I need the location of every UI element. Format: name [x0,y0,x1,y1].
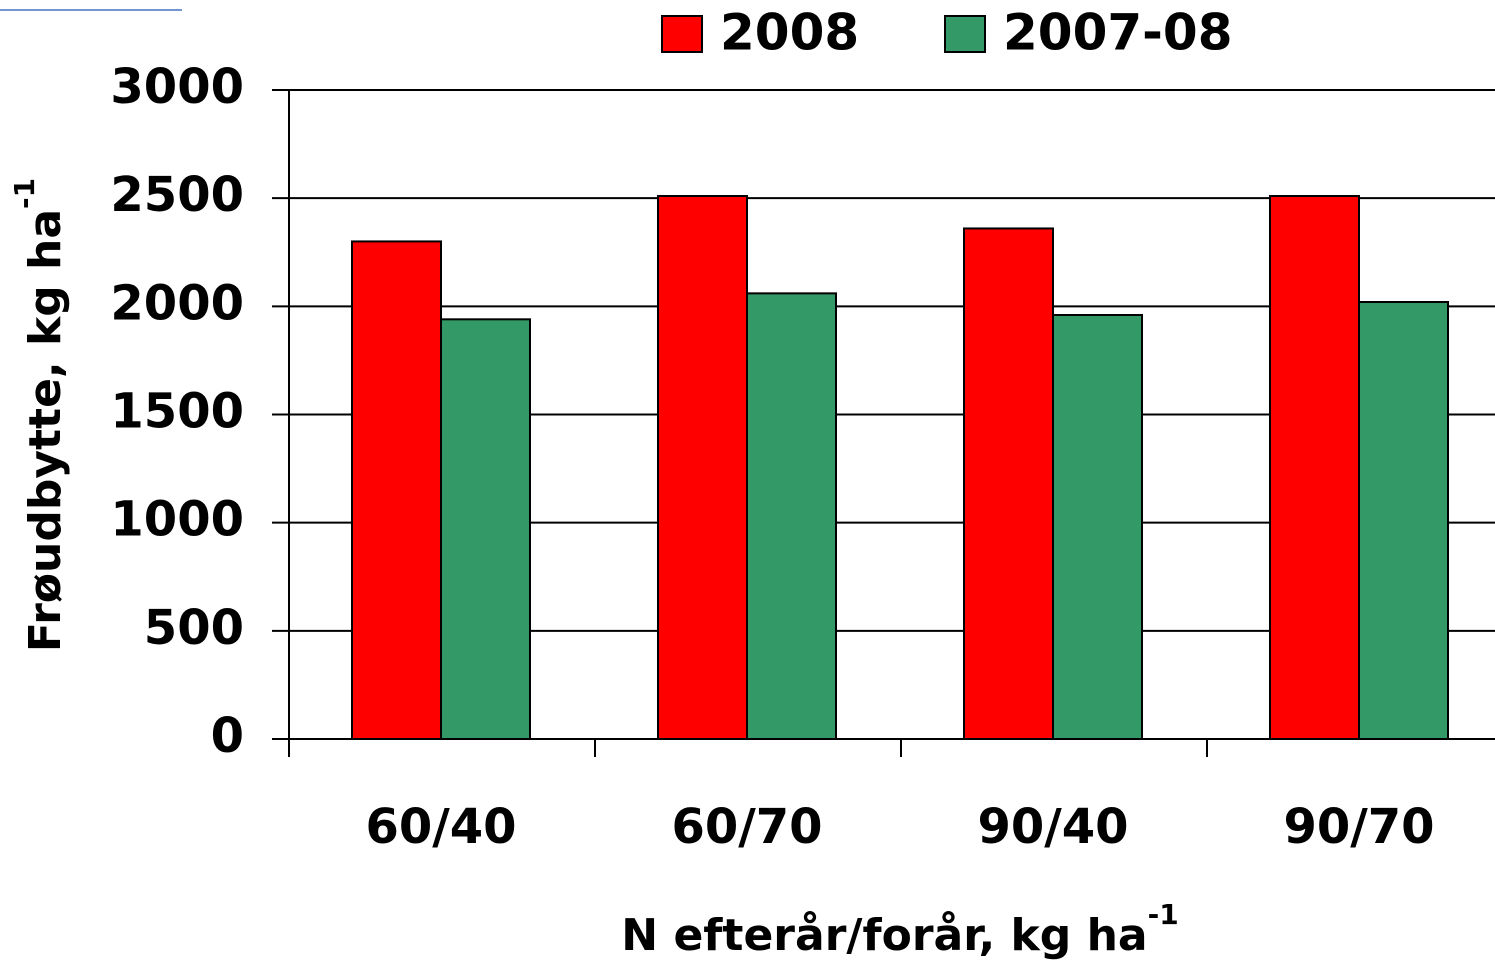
x-tick-label: 60/70 [671,799,822,855]
x-tick-label: 90/40 [977,799,1128,855]
legend-label: 2008 [720,4,859,62]
bar [1269,195,1360,740]
y-tick-label: 500 [144,600,244,656]
y-axis-title-text: Frøudbytte, kg ha [20,209,71,652]
bar [746,292,837,740]
y-tick-label: 1000 [110,492,244,548]
y-axis-title-sup: -1 [8,178,41,209]
x-axis-title: N efterår/forår, kg ha-1 [621,898,1178,961]
bar [657,195,748,740]
y-tick-label: 1500 [110,384,244,440]
x-tick-label: 90/70 [1283,799,1434,855]
x-axis-title-text: N efterår/forår, kg ha [621,910,1147,961]
x-axis-title-sup: -1 [1148,898,1179,931]
legend-label: 2007-08 [1003,4,1233,62]
bar [351,240,442,741]
y-tick-label: 0 [211,708,244,764]
legend-swatch [944,15,986,53]
bar [440,318,531,740]
bar [1052,313,1143,740]
y-tick-label: 2000 [110,275,244,331]
x-tick-label: 60/40 [365,799,516,855]
bar [963,227,1054,740]
y-axis-title: Frøudbytte, kg ha-1 [8,178,71,652]
y-tick-label: 2500 [110,167,244,223]
y-tick-label: 3000 [110,59,244,115]
legend-swatch [661,15,703,53]
bar [1358,301,1449,740]
